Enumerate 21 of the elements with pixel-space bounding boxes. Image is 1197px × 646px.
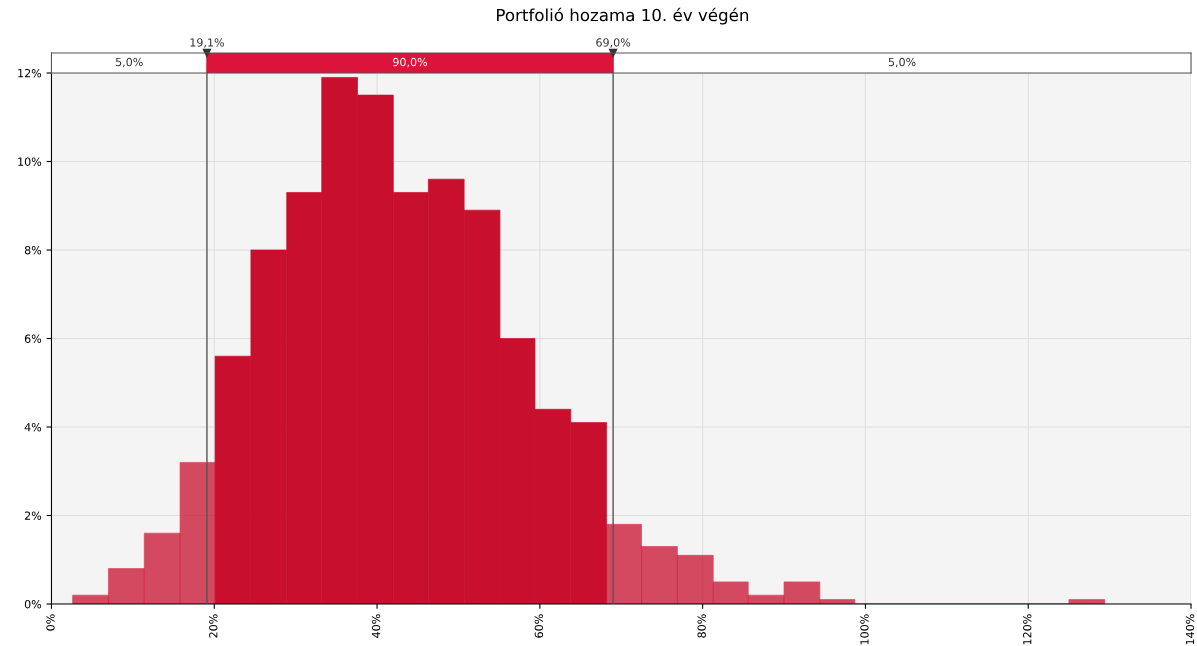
y-tick-label: 0% — [24, 599, 42, 609]
x-tick-label: 60% — [534, 614, 544, 638]
y-tick-label: 10% — [18, 157, 42, 166]
text: 90,0% — [393, 57, 428, 68]
x-tick-label: 120% — [1023, 614, 1032, 645]
y-tick-label: 6% — [24, 334, 42, 343]
y-tick-label: 8% — [24, 245, 42, 255]
y-tick-label: 4% — [24, 422, 42, 432]
y-tick-label: 2% — [24, 511, 42, 520]
x-tick-label: 0% — [46, 614, 55, 631]
text: 5,0% — [888, 57, 916, 68]
ref-line-label: 19,1% — [190, 38, 224, 48]
x-tick-label: 140% — [1185, 614, 1195, 645]
x-tick-label: 80% — [697, 614, 706, 638]
x-tick-label: 40% — [371, 614, 381, 638]
chart-title: Portfolió hozama 10. év végén — [497, 7, 749, 25]
y-tick-label: 12% — [18, 68, 42, 78]
x-tick-label: 20% — [209, 614, 218, 638]
x-tick-label: 100% — [860, 614, 869, 645]
ref-line-label: 69,0% — [596, 38, 631, 48]
text: 5,0% — [115, 57, 143, 68]
